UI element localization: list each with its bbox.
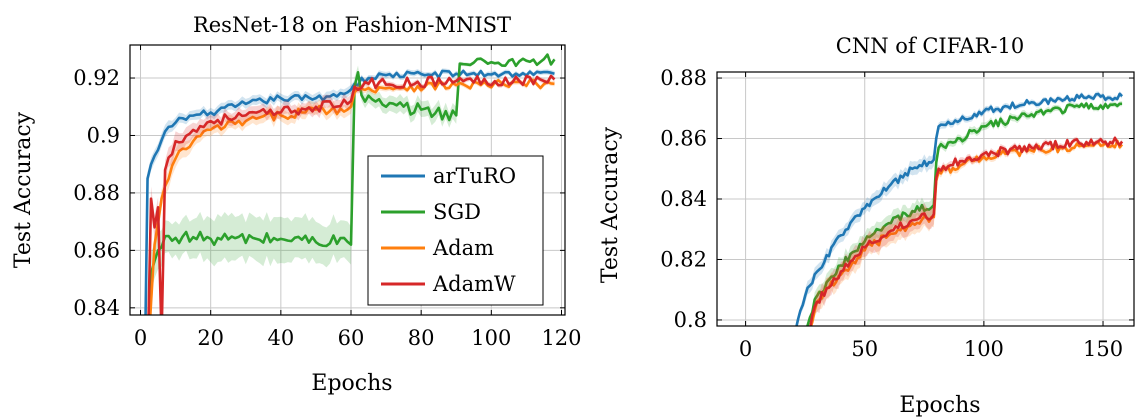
series-group (795, 91, 1124, 326)
x-tick-label: 60 (338, 326, 365, 350)
x-tick-label: 20 (197, 326, 224, 350)
y-axis-label: Test Accuracy (11, 111, 36, 268)
series-line-adam (809, 139, 1124, 326)
series-line-adamw (809, 136, 1124, 326)
plot-area: 0 50 100 150 0.8 0.82 0.84 0.86 0.88 (660, 66, 1135, 361)
y-tick-label: 0.86 (73, 238, 120, 262)
chart-title: CNN of CIFAR-10 (836, 34, 1025, 58)
chart-title: ResNet-18 on Fashion-MNIST (193, 13, 511, 37)
y-tick-label: 0.8 (674, 308, 707, 332)
series-group (144, 53, 556, 315)
x-tick-label: 50 (851, 337, 878, 361)
series-line-arturo (144, 69, 555, 315)
y-axis-label: Test Accuracy (598, 126, 623, 283)
x-tick-label: 0 (134, 326, 147, 350)
series-band-sgd (148, 53, 555, 315)
x-tick-label: 40 (267, 326, 294, 350)
x-tick-label: 150 (1083, 337, 1123, 361)
series-line-sgd (805, 102, 1123, 326)
y-tick-label: 0.88 (660, 66, 707, 90)
series-band-adamw (810, 135, 1123, 326)
cnn-cifar10-chart: CNN of CIFAR-10 0 50 100 150 0.8 0.82 0.84 0.86… (598, 34, 1135, 418)
legend-label-adamw: AdamW (432, 272, 516, 296)
x-tick-label: 0 (739, 337, 752, 361)
series-line-arturo (795, 92, 1124, 326)
y-tick-label: 0.84 (660, 187, 707, 211)
y-tick-label: 0.9 (87, 123, 120, 147)
x-tick-label: 100 (964, 337, 1004, 361)
x-tick-label: 120 (541, 326, 581, 350)
x-axis-label: Epochs (311, 371, 392, 396)
legend: arTuRO SGD Adam AdamW (367, 155, 544, 306)
series-line-adamw (147, 74, 556, 315)
y-tick-label: 0.86 (660, 127, 707, 151)
x-tick-label: 100 (471, 326, 511, 350)
legend-label-adam: Adam (432, 236, 494, 260)
resnet-fashion-mnist-chart: ResNet-18 on Fashion-MNIST 0 20 40 60 80 100 1… (11, 13, 582, 396)
series-line-sgd (147, 53, 556, 315)
series-band-arturo (796, 91, 1123, 326)
y-tick-label: 0.92 (73, 66, 120, 90)
legend-box (367, 155, 544, 306)
x-axis-label: Epochs (899, 393, 980, 418)
y-tick-label: 0.82 (660, 247, 707, 271)
series-band-adam (810, 138, 1123, 326)
plot-area: 0 20 40 60 80 100 120 0.84 0.86 0.88 0.9 0.92 (73, 44, 582, 350)
legend-label-sgd: SGD (433, 200, 481, 224)
x-tick-label: 80 (408, 326, 435, 350)
axis-frame (129, 44, 566, 316)
y-tick-label: 0.88 (73, 181, 120, 205)
legend-label-arturo: arTuRO (433, 164, 516, 188)
y-tick-label: 0.84 (73, 296, 120, 320)
